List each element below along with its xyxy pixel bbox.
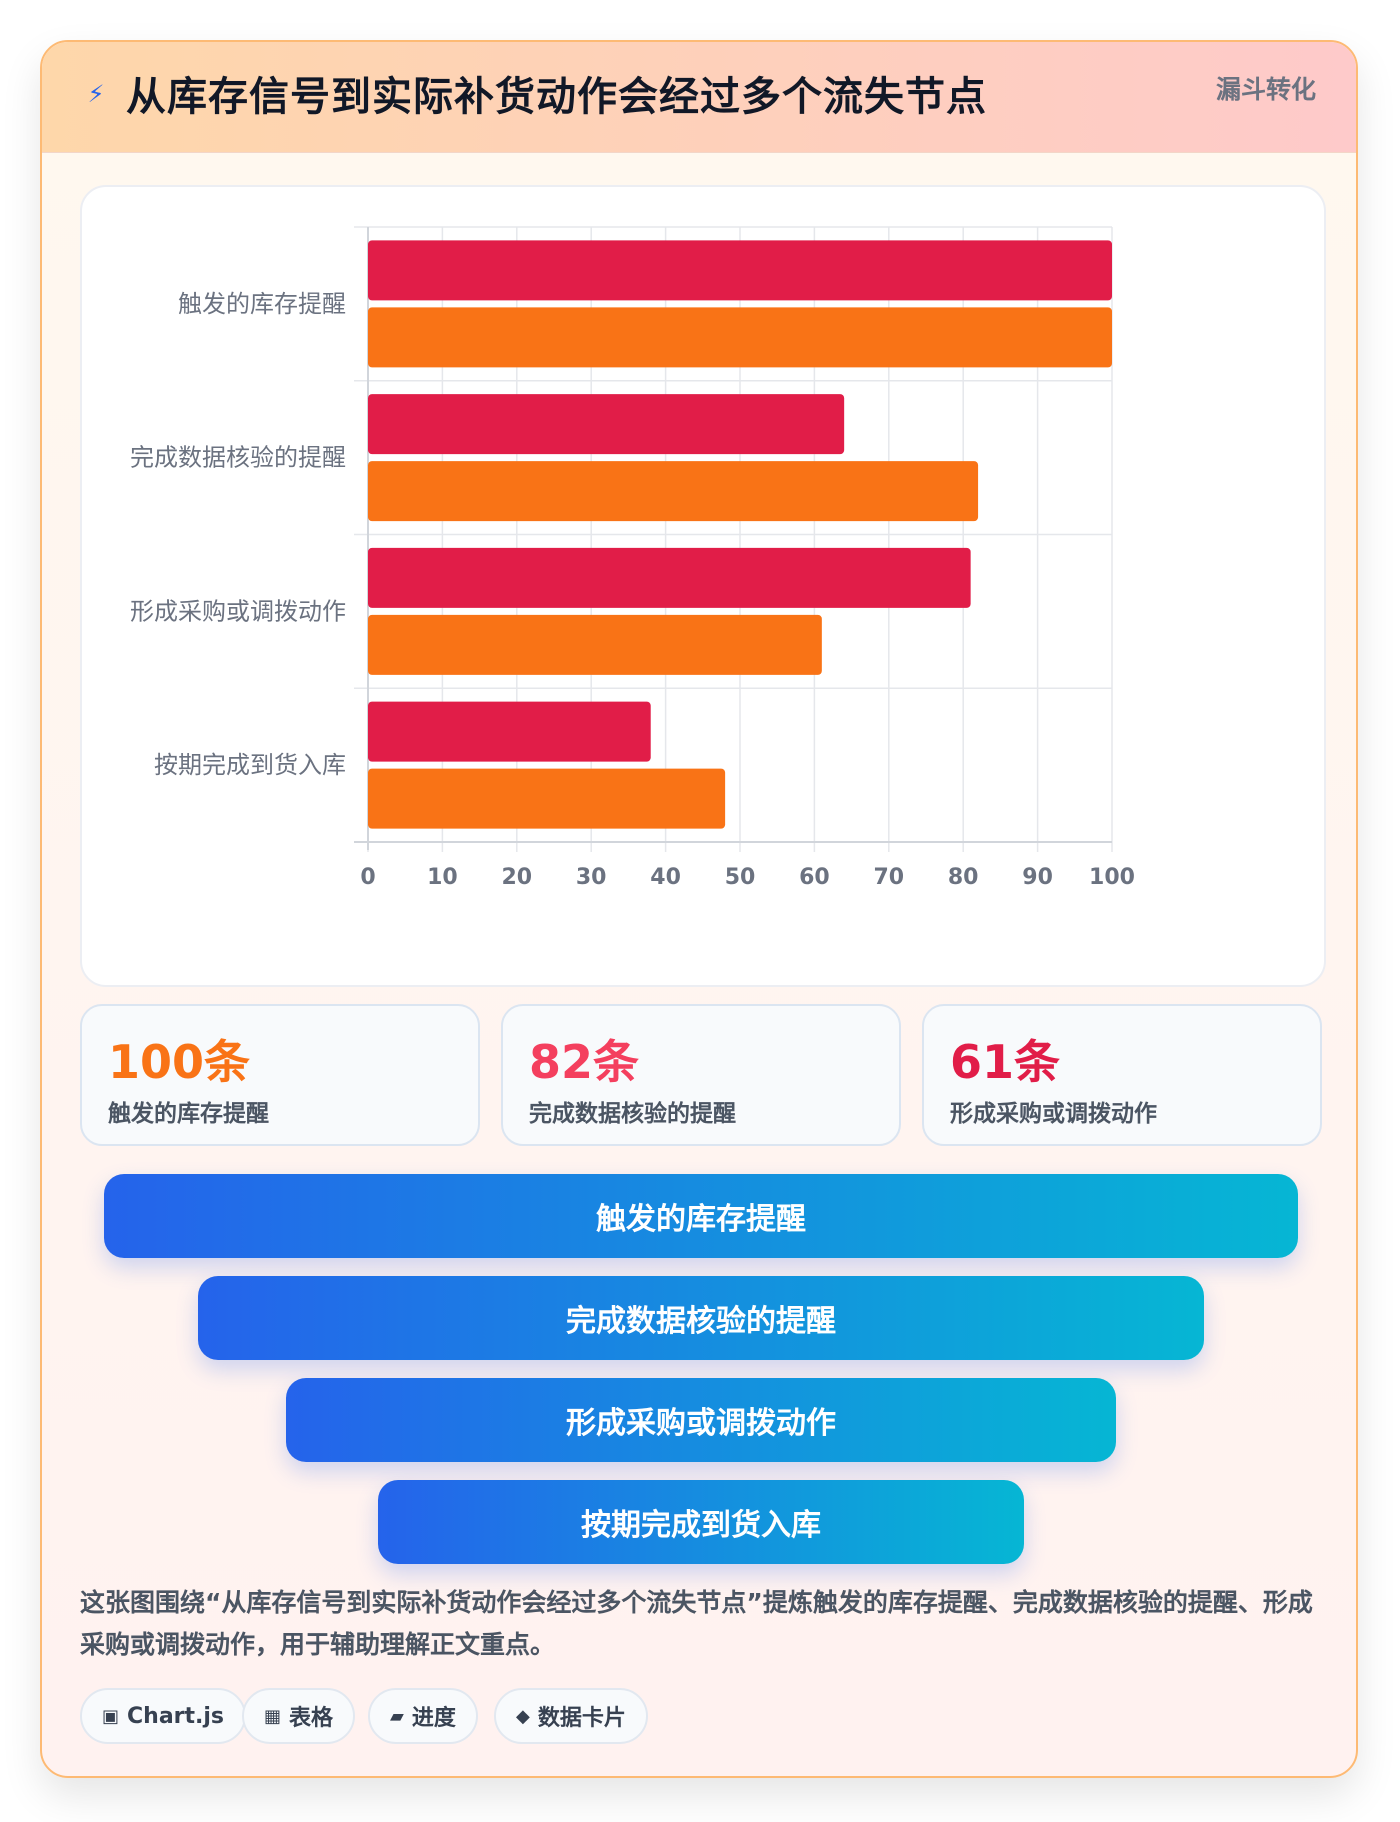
bar (368, 768, 726, 829)
category-label: 按期完成到货入库 (154, 751, 346, 779)
funnel-stage: 按期完成到货入库 (378, 1480, 1024, 1564)
tag-label: Chart.js (127, 1703, 225, 1729)
x-tick-label: 20 (501, 865, 532, 890)
lightning-icon: ⚡ (87, 80, 105, 108)
tag-label: 数据卡片 (537, 1706, 626, 1731)
chart-panel: 0 10 20 30 40 50 60 70 80 90 100 触发的库存提醒完成数据核验的提醒 形成… (80, 185, 1326, 987)
tag-chartjs[interactable]: ▣ Chart.js (80, 1688, 247, 1744)
x-tick-label: 30 (576, 865, 607, 890)
bar (368, 547, 971, 608)
tag-label: 表格 (289, 1706, 334, 1731)
funnel-stage: 形成采购或调拨动作 (286, 1378, 1116, 1462)
x-tick-label: 100 (1089, 865, 1135, 890)
x-tick-label: 60 (799, 865, 830, 890)
funnel-stage: 触发的库存提醒 (104, 1174, 1298, 1258)
bar (368, 307, 1112, 368)
category-badge: 漏斗转化 (1215, 75, 1316, 104)
x-tick-label: 80 (948, 865, 979, 890)
page-title: 从库存信号到实际补货动作会经过多个流失节点 (126, 74, 987, 120)
stat-card: 100条 触发的库存提醒 (80, 1004, 480, 1146)
bar (368, 240, 1112, 301)
stat-label: 形成采购或调拨动作 (950, 1101, 1157, 1127)
infographic-card: ⚡ 从库存信号到实际补货动作会经过多个流失节点 漏斗转化 0 10 20 30 40 50… (40, 40, 1358, 1778)
stat-value: 61条 (950, 1035, 1061, 1089)
stat-value: 100条 (108, 1035, 251, 1089)
category-label: 形成采购或调拨动作 (130, 597, 346, 625)
bar (368, 614, 822, 675)
tag-label: 进度 (411, 1706, 456, 1731)
stat-card: 82条 完成数据核验的提醒 (501, 1004, 901, 1146)
bar (368, 394, 845, 455)
category-label: 触发的库存提醒 (178, 290, 346, 318)
funnel-stage: 完成数据核验的提醒 (198, 1276, 1204, 1360)
funnel-bar-chart: 0 10 20 30 40 50 60 70 80 90 100 触发的库存提醒完成数据核验的提醒形成… (130, 226, 1135, 890)
x-tick-label: 10 (427, 865, 458, 890)
x-tick-label: 90 (1022, 865, 1053, 890)
bar (368, 701, 651, 762)
category-label: 完成数据核验的提醒 (130, 444, 346, 472)
stat-card: 61条 形成采购或调拨动作 (922, 1004, 1322, 1146)
card-header: ⚡ 从库存信号到实际补货动作会经过多个流失节点 漏斗转化 (42, 42, 1356, 153)
tag-data-card[interactable]: ◆ 数据卡片 (494, 1688, 648, 1744)
table-icon: ▦ (264, 1705, 282, 1727)
stat-label: 完成数据核验的提醒 (529, 1101, 736, 1127)
bar (368, 461, 979, 522)
stat-label: 触发的库存提醒 (108, 1101, 269, 1127)
progress-icon: ▰ (390, 1705, 404, 1727)
tag-table[interactable]: ▦ 表格 (242, 1688, 356, 1744)
x-tick-label: 50 (725, 865, 756, 890)
stat-value: 82条 (529, 1035, 640, 1089)
x-tick-label: 0 (360, 865, 375, 890)
x-tick-label: 40 (650, 865, 681, 890)
chart-caption: 这张图围绕“从库存信号到实际补货动作会经过多个流失节点”提炼触发的库存提醒、完成… (80, 1588, 1313, 1659)
tag-progress[interactable]: ▰ 进度 (368, 1688, 478, 1744)
chart-frame-icon: ▣ (102, 1705, 120, 1727)
diamond-icon: ◆ (516, 1705, 530, 1727)
x-tick-label: 70 (873, 865, 904, 890)
